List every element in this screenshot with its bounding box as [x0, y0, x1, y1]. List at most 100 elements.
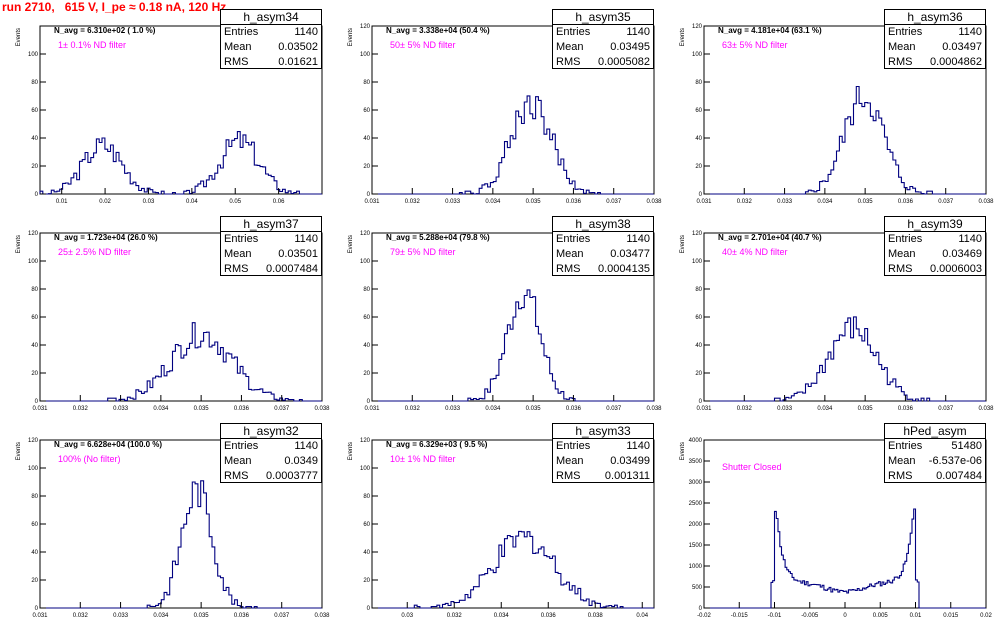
- x-tick-label: 0.06: [273, 199, 285, 205]
- y-tick-label: 80: [363, 80, 370, 86]
- n-avg-label: N_avg = 4.181e+04 (63.1 %): [718, 26, 822, 35]
- stats-row-rms: RMS 0.0007484: [221, 262, 321, 277]
- x-tick-label: 0.032: [447, 613, 463, 619]
- histogram-plot: 0.031 0.032 0.033 0.034 0.035 0.036 0.037 0.038…: [348, 24, 662, 205]
- x-tick-label: 0.036: [234, 613, 250, 619]
- histogram-name: h_asym32: [221, 424, 321, 439]
- x-tick-label: 0.033: [777, 199, 793, 205]
- x-tick-label: 0.036: [566, 406, 582, 412]
- x-tick-label: 0.033: [113, 613, 129, 619]
- y-axis-label: Events: [680, 28, 686, 46]
- stats-value: 0.03502: [278, 41, 318, 53]
- x-tick-label: 0.031: [364, 406, 380, 412]
- x-tick-label: 0.034: [485, 406, 501, 412]
- stats-row-mean: Mean 0.03502: [221, 40, 321, 55]
- y-tick-label: 40: [695, 136, 702, 142]
- stats-value: 0.0007484: [266, 263, 318, 275]
- x-tick-label: 0.034: [153, 613, 169, 619]
- filter-label: 25± 2.5% ND filter: [58, 247, 131, 257]
- n-avg-label: N_avg = 2.701e+04 (40.7 %): [718, 233, 822, 242]
- x-tick-label: 0.036: [541, 613, 557, 619]
- y-tick-label: 20: [363, 371, 370, 377]
- panel-h-asym38: 0.031 0.032 0.033 0.034 0.035 0.036 0.037 0.038…: [332, 215, 664, 422]
- y-tick-label: 40: [31, 136, 38, 142]
- x-tick-label: -0.015: [731, 613, 749, 619]
- stats-value: 0.0004862: [930, 56, 982, 68]
- filter-label: 100% (No filter): [58, 454, 121, 464]
- stats-key: Entries: [224, 440, 259, 452]
- stats-value: 51480: [951, 440, 982, 452]
- stats-key: Mean: [888, 455, 916, 467]
- y-axis-label: Events: [348, 442, 354, 460]
- stats-key: Mean: [556, 41, 584, 53]
- stats-key: Mean: [224, 41, 252, 53]
- stats-row-rms: RMS 0.007484: [885, 469, 985, 484]
- panel-h-asym33: 0.03 0.032 0.034 0.036 0.038 0.04 0 20 40 60 80 100…: [332, 422, 664, 629]
- histogram-plot: 0.031 0.032 0.033 0.034 0.035 0.036 0.037 0.038…: [348, 231, 662, 412]
- x-tick-label: 0.04: [186, 199, 198, 205]
- stats-row-mean: Mean 0.03499: [553, 454, 653, 469]
- x-tick-label: 0.038: [978, 199, 994, 205]
- x-tick-label: 0.038: [588, 613, 604, 619]
- y-tick-label: 120: [28, 438, 39, 444]
- y-tick-label: 20: [363, 578, 370, 584]
- stats-value: 0.03499: [610, 455, 650, 467]
- y-tick-label: 20: [31, 371, 38, 377]
- stats-row-entries: Entries 1140: [221, 439, 321, 454]
- x-tick-label: 0: [843, 613, 847, 619]
- x-tick-label: 0.038: [646, 406, 662, 412]
- y-tick-label: 20: [695, 371, 702, 377]
- y-tick-label: 80: [363, 494, 370, 500]
- stats-value: 1140: [958, 26, 982, 38]
- x-tick-label: 0.036: [898, 199, 914, 205]
- y-tick-label: 2500: [689, 501, 703, 507]
- y-tick-label: 0: [367, 606, 371, 612]
- x-tick-label: 0.031: [32, 613, 48, 619]
- y-tick-label: 100: [360, 466, 371, 472]
- stats-value: 1140: [626, 440, 650, 452]
- x-tick-label: 0.035: [194, 613, 210, 619]
- histogram-line: [372, 95, 654, 195]
- x-tick-label: 0.037: [938, 406, 954, 412]
- filter-label: 10± 1% ND filter: [390, 454, 456, 464]
- n-avg-label: N_avg = 6.628e+04 (100.0 %): [54, 440, 163, 449]
- x-tick-label: 0.038: [314, 406, 330, 412]
- stats-row-rms: RMS 0.0004135: [553, 262, 653, 277]
- x-tick-label: -0.02: [697, 613, 711, 619]
- panel-h-asym39: 0.031 0.032 0.033 0.034 0.035 0.036 0.037 0.038…: [664, 215, 996, 422]
- stats-box: h_asym32 Entries 1140 Mean 0.0349 RMS 0.000377…: [220, 423, 322, 483]
- y-tick-label: 100: [692, 259, 703, 265]
- histogram-name: h_asym35: [553, 10, 653, 25]
- filter-label: 40± 4% ND filter: [722, 247, 788, 257]
- histogram-name: h_asym34: [221, 10, 321, 25]
- y-tick-label: 60: [363, 522, 370, 528]
- stats-key: Entries: [888, 233, 923, 245]
- y-tick-label: 0: [35, 192, 39, 198]
- stats-box: h_asym33 Entries 1140 Mean 0.03499 RMS 0.00131…: [552, 423, 654, 483]
- x-tick-label: 0.035: [858, 199, 874, 205]
- y-axis-label: Events: [348, 235, 354, 253]
- y-axis-label: Events: [16, 442, 22, 460]
- x-tick-label: 0.032: [737, 199, 753, 205]
- stats-value: 0.03469: [942, 248, 982, 260]
- x-tick-label: 0.035: [526, 406, 542, 412]
- y-tick-label: 120: [692, 231, 703, 237]
- x-tick-label: 0.034: [485, 199, 501, 205]
- stats-value: -6.537e-06: [928, 455, 982, 467]
- x-tick-label: 0.035: [526, 199, 542, 205]
- y-axis-label: Events: [348, 28, 354, 46]
- y-tick-label: 60: [363, 108, 370, 114]
- x-tick-label: 0.01: [910, 613, 922, 619]
- y-tick-label: 60: [31, 522, 38, 528]
- x-tick-label: 0.037: [606, 406, 622, 412]
- stats-key: RMS: [556, 263, 581, 275]
- stats-key: Mean: [888, 248, 916, 260]
- filter-label: 79± 5% ND filter: [390, 247, 456, 257]
- x-tick-label: 0.032: [737, 406, 753, 412]
- histogram-name: h_asym39: [885, 217, 985, 232]
- x-tick-label: 0.033: [113, 406, 129, 412]
- stats-key: Mean: [556, 455, 584, 467]
- x-tick-label: 0.03: [143, 199, 155, 205]
- x-tick-label: 0.035: [194, 406, 210, 412]
- stats-key: Mean: [224, 455, 252, 467]
